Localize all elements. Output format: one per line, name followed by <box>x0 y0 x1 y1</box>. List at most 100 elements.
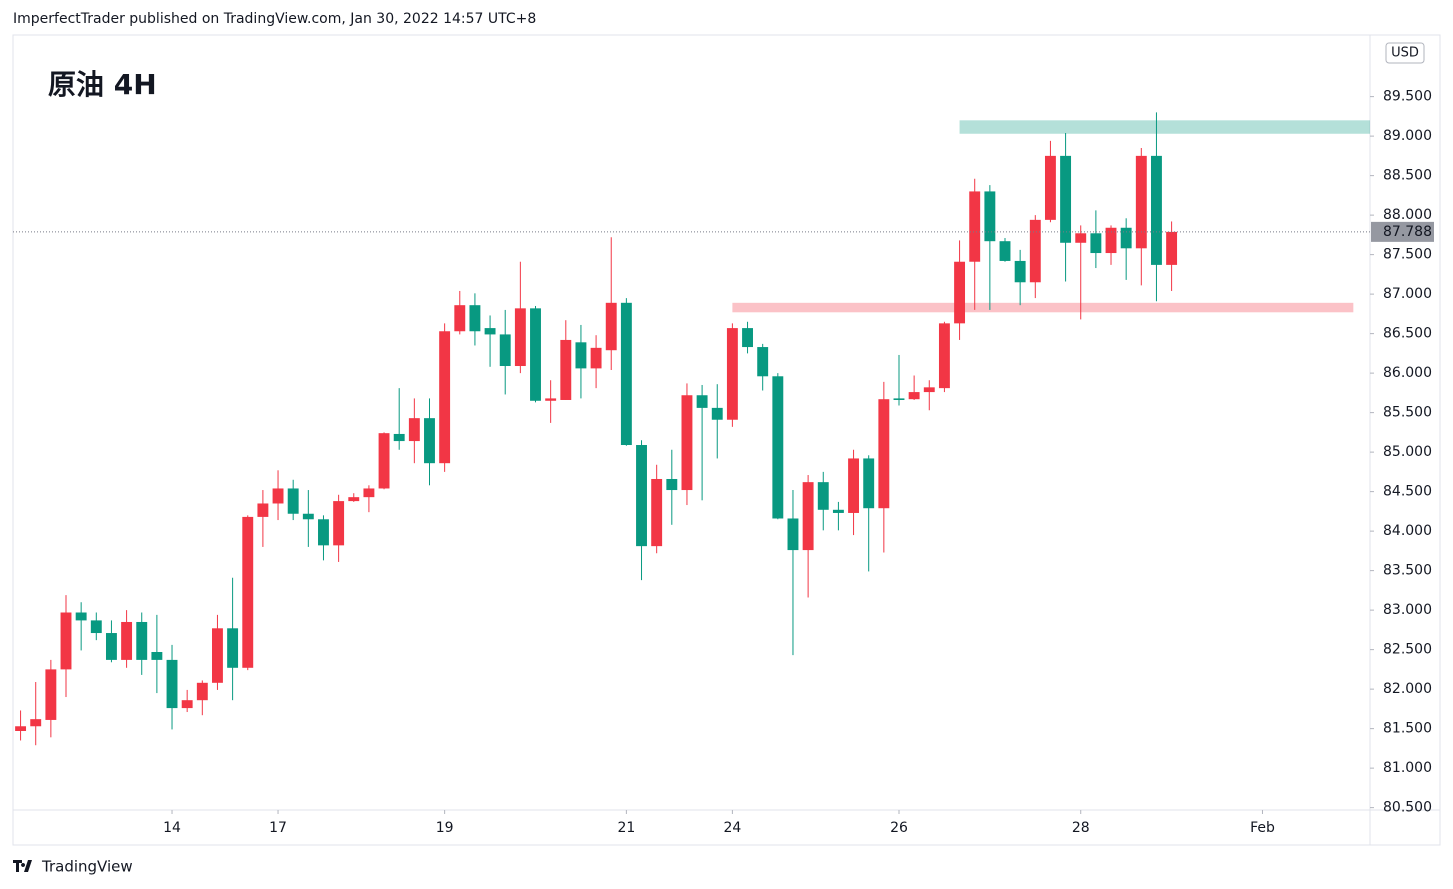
y-tick-label: 84.500 <box>1383 484 1432 500</box>
candle-body <box>1166 231 1178 265</box>
candle-body <box>620 302 632 446</box>
candle-body <box>484 328 496 335</box>
candle-body <box>75 612 87 621</box>
candle-body <box>575 342 587 369</box>
candle-body <box>30 719 42 727</box>
candle-body <box>363 488 375 498</box>
candle-body <box>878 399 890 509</box>
publish-info: ImperfectTrader published on TradingView… <box>13 11 536 27</box>
zone <box>732 302 1354 313</box>
candle-body <box>1120 227 1132 249</box>
candle-body <box>590 347 602 369</box>
zone <box>959 120 1370 134</box>
candle-body <box>802 482 814 551</box>
x-tick-label: Feb <box>1250 820 1275 836</box>
candle-body <box>302 513 314 520</box>
x-tick-label: 21 <box>617 820 635 836</box>
brand-name: TradingView <box>41 858 133 876</box>
candle-body <box>454 305 466 332</box>
candle-body <box>969 191 981 262</box>
candle-body <box>166 659 178 709</box>
candle-body <box>863 458 875 509</box>
candle-body <box>1075 233 1087 243</box>
candle-body <box>90 620 102 634</box>
y-tick-label: 84.000 <box>1383 523 1432 539</box>
candle-body <box>999 241 1011 261</box>
x-tick-label: 19 <box>436 820 454 836</box>
candle-body <box>1090 233 1102 254</box>
candle-body <box>787 518 799 551</box>
candle-body <box>212 628 223 683</box>
candle-body <box>333 501 345 546</box>
candle-body <box>272 488 284 504</box>
candle-body <box>530 308 541 401</box>
chart-title: 原油 4H <box>48 68 157 101</box>
y-tick-label: 85.000 <box>1383 444 1432 460</box>
y-tick-label: 82.000 <box>1383 681 1432 697</box>
candle-body <box>424 418 435 464</box>
candle-body <box>636 445 647 547</box>
y-tick-label: 86.500 <box>1383 326 1432 342</box>
x-tick-label: 14 <box>163 820 181 836</box>
candle-body <box>545 398 557 401</box>
candle-body <box>242 516 254 668</box>
candle-body <box>742 328 753 348</box>
y-tick-label: 81.500 <box>1383 721 1432 737</box>
last-price-label: 87.788 <box>1383 224 1432 240</box>
candle-body <box>560 339 572 400</box>
y-tick-label: 80.500 <box>1383 800 1432 816</box>
candle-body <box>817 482 829 510</box>
plot <box>13 112 1370 746</box>
candle-body <box>105 633 117 660</box>
currency-label[interactable]: USD <box>1391 46 1419 61</box>
candle-body <box>651 478 663 547</box>
x-tick-label: 28 <box>1072 820 1090 836</box>
candle-body <box>318 519 329 546</box>
candle-body <box>1151 155 1162 265</box>
currency-badge[interactable] <box>1385 42 1425 64</box>
tradingview-logo <box>13 860 32 872</box>
candle-body <box>393 433 405 442</box>
candle-body <box>136 621 148 660</box>
candle-body <box>757 347 769 377</box>
y-tick-label: 88.500 <box>1383 168 1432 184</box>
x-tick-label: 24 <box>723 820 741 836</box>
candle-body <box>121 621 133 660</box>
candle-body <box>696 395 708 408</box>
y-tick-label: 87.000 <box>1383 286 1432 302</box>
y-tick-label: 89.000 <box>1383 128 1432 144</box>
candle-body <box>257 503 269 517</box>
candle-body <box>923 387 935 393</box>
candle-body <box>1014 260 1026 283</box>
y-tick-label: 83.000 <box>1383 602 1432 618</box>
candle-body <box>151 651 163 660</box>
candle-body <box>1029 219 1041 283</box>
candle-body <box>15 726 27 731</box>
y-tick-label: 82.500 <box>1383 642 1432 658</box>
candle-body <box>348 497 360 502</box>
candle-body <box>408 418 420 442</box>
candle-body <box>711 407 723 420</box>
candle-body <box>439 331 451 464</box>
x-tick-label: 17 <box>269 820 287 836</box>
y-tick-label: 85.500 <box>1383 405 1432 421</box>
candle-body <box>832 509 844 513</box>
x-tick-label: 26 <box>890 820 908 836</box>
logo-mark <box>13 860 32 872</box>
y-tick-label: 89.500 <box>1383 89 1432 105</box>
y-tick-label: 83.500 <box>1383 563 1432 579</box>
candle-body <box>196 682 208 701</box>
candle-body <box>605 302 617 351</box>
y-tick-label: 87.500 <box>1383 247 1432 263</box>
candle-body <box>1044 155 1056 220</box>
candle-body <box>45 669 57 720</box>
y-tick-label: 88.000 <box>1383 207 1432 223</box>
candle-body <box>666 478 678 491</box>
candle-body <box>469 305 481 332</box>
candle-body <box>227 628 239 668</box>
candle-body <box>938 323 950 389</box>
candle-body <box>287 488 299 514</box>
candle-body <box>1060 155 1072 243</box>
